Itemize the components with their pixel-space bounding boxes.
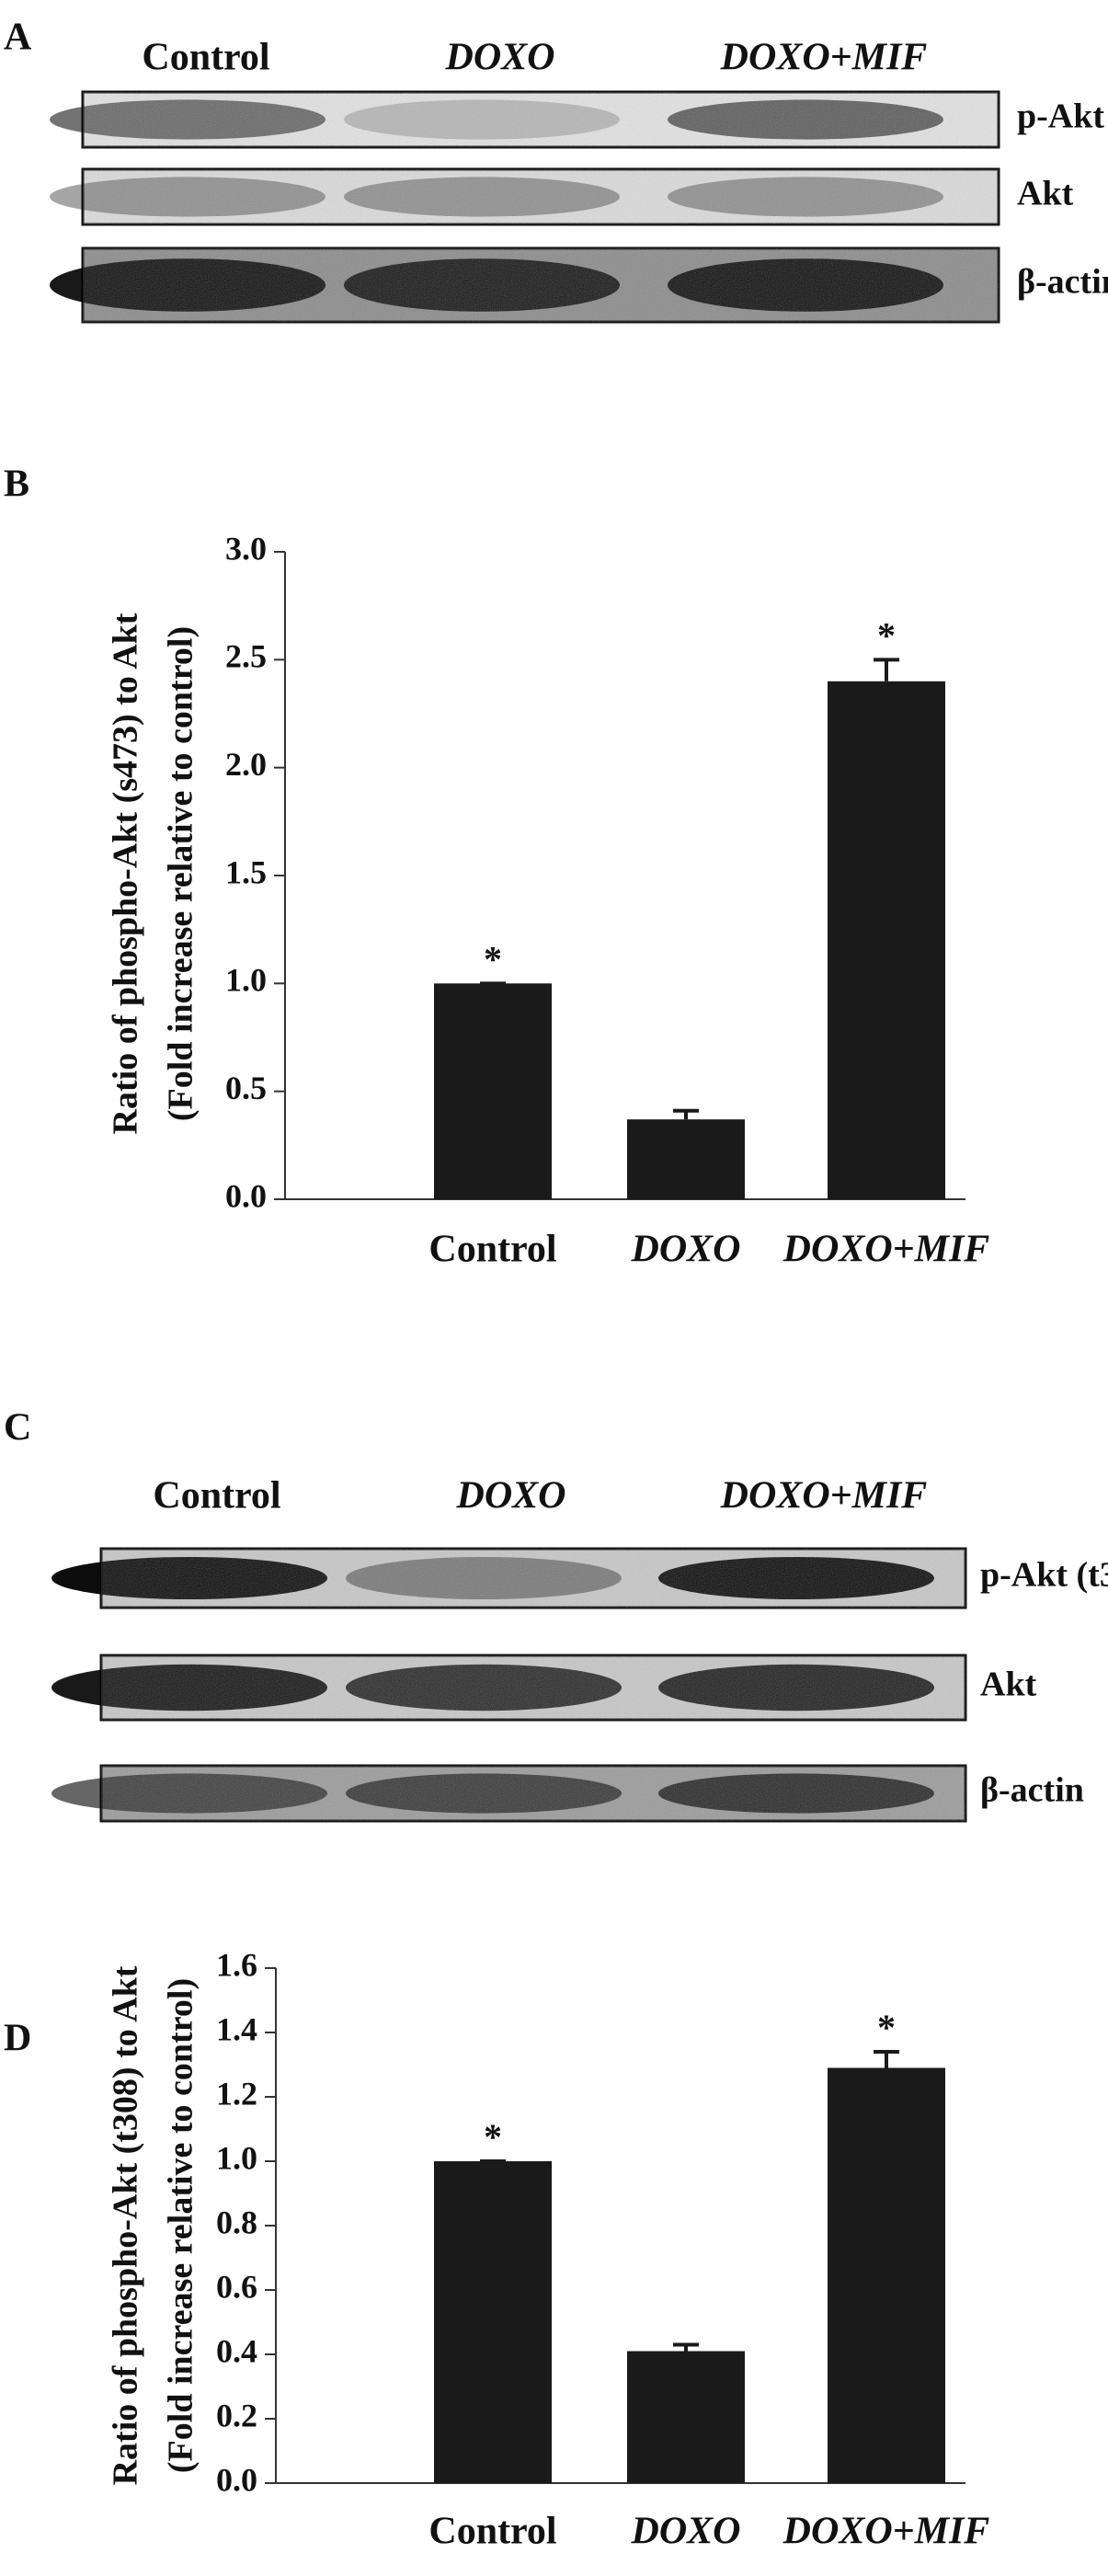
row-label: p-Akt (s473) [1017, 97, 1108, 136]
y-tick-label: 1.6 [216, 1946, 257, 1983]
y-tick-label: 0.2 [216, 2397, 257, 2433]
y-axis-label: (Fold increase relative to control) [162, 1978, 200, 2473]
y-tick-label: 1.0 [225, 962, 267, 999]
blot-grain [101, 1655, 965, 1720]
y-tick-label: 1.5 [225, 853, 267, 890]
bar [434, 983, 552, 1199]
blot-grain [101, 1549, 965, 1608]
significance-marker: * [877, 615, 896, 657]
blot-strip [50, 90, 1000, 149]
row-label: Akt [1017, 175, 1074, 213]
significance-marker: * [484, 939, 502, 980]
y-tick-label: 2.5 [225, 638, 267, 675]
y-tick-label: 0.4 [216, 2332, 257, 2369]
y-tick-label: 0.6 [216, 2268, 257, 2305]
lane-label: Control [153, 1475, 280, 1517]
bar [828, 681, 945, 1199]
y-tick-label: 0.5 [225, 1070, 267, 1106]
x-tick-label: DOXO [630, 2511, 740, 2553]
panel-label: C [4, 1407, 31, 1449]
x-tick-label: Control [428, 2511, 556, 2553]
error-bar [874, 2050, 899, 2068]
blot-strip [51, 1547, 967, 1609]
blot-strip [50, 167, 1000, 226]
panel-label: D [4, 2018, 31, 2060]
lane-label: DOXO [444, 37, 554, 79]
row-label: Akt [980, 1666, 1037, 1704]
blot-strip [51, 1654, 967, 1722]
lane-label: DOXO+MIF [720, 37, 928, 79]
y-tick-label: 3.0 [225, 530, 267, 567]
y-axis-label: Ratio of phospho-Akt (s473) to Akt [107, 613, 145, 1134]
blot-grain [83, 248, 999, 322]
y-tick-label: 1.0 [216, 2139, 257, 2176]
blot-grain [83, 169, 999, 224]
blot-strip [51, 1764, 967, 1823]
lane-label: Control [142, 37, 269, 79]
y-axis-label: (Fold increase relative to control) [162, 626, 200, 1121]
y-tick-label: 0.0 [225, 1177, 267, 1214]
x-tick-label: DOXO [630, 1229, 740, 1271]
x-tick-label: Control [428, 1229, 556, 1271]
x-tick-label: DOXO+MIF [782, 1229, 990, 1271]
y-tick-label: 2.0 [225, 746, 267, 783]
y-tick-label: 0.0 [216, 2461, 257, 2498]
panel-label: B [4, 464, 29, 506]
row-label: β-actin [1017, 263, 1108, 302]
y-tick-label: 1.2 [216, 2075, 257, 2112]
blot-grain [83, 92, 999, 147]
bar [434, 2161, 552, 2483]
row-label: p-Akt (t308) [980, 1556, 1108, 1595]
y-tick-label: 1.4 [216, 2010, 257, 2047]
bar [627, 2351, 745, 2483]
row-label: β-actin [980, 1771, 1084, 1810]
bar [627, 1119, 745, 1199]
x-tick-label: DOXO+MIF [782, 2511, 990, 2553]
error-bar [874, 658, 899, 681]
error-bar [673, 1108, 699, 1120]
significance-marker: * [877, 2007, 896, 2048]
lane-label: DOXO [455, 1475, 565, 1517]
blot-strip [50, 246, 1000, 324]
bar [828, 2067, 945, 2483]
error-bar [673, 2342, 699, 2352]
blot-grain [101, 1766, 965, 1821]
panel-label: A [4, 17, 32, 59]
lane-label: DOXO+MIF [720, 1475, 928, 1517]
y-axis-label: Ratio of phospho-Akt (t308) to Akt [107, 1965, 145, 2485]
significance-marker: * [484, 2116, 502, 2158]
y-tick-label: 0.8 [216, 2204, 257, 2240]
